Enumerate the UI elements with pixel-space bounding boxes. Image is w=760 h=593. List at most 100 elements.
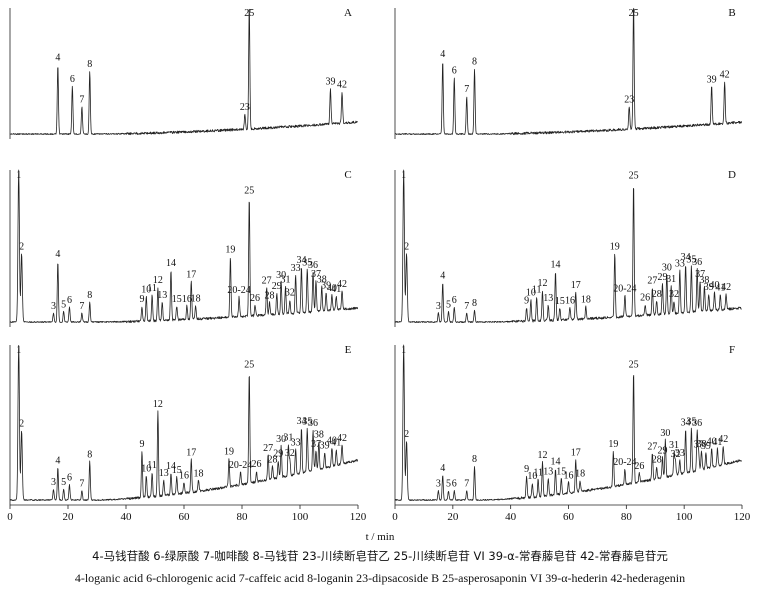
peak-label-40: 40 (327, 283, 337, 294)
peak-label-29: 29 (272, 281, 282, 292)
peak-label-30: 30 (660, 428, 670, 439)
peak-label-27: 27 (262, 276, 272, 287)
x-tick-label: 20 (63, 511, 75, 523)
peak-label-2: 2 (19, 418, 24, 429)
peak-label-33: 33 (675, 448, 685, 459)
peak-label-5: 5 (446, 479, 451, 490)
peak-label-33: 33 (291, 263, 301, 274)
peak-label-18: 18 (194, 468, 204, 479)
peak-label-19: 19 (225, 244, 235, 255)
peak-label-6: 6 (70, 74, 75, 85)
peak-label-42: 42 (337, 433, 347, 444)
peak-label-34: 34 (681, 252, 691, 263)
peak-label-39: 39 (707, 74, 717, 85)
peak-label-35: 35 (686, 254, 696, 265)
peak-label-6: 6 (452, 295, 457, 306)
peak-label-27: 27 (263, 443, 273, 454)
peak-label-19: 19 (610, 241, 620, 252)
peak-label-1: 1 (16, 170, 21, 181)
peak-label-4: 4 (55, 455, 60, 466)
peak-label-10: 10 (141, 464, 151, 475)
peak-label-41: 41 (331, 284, 341, 295)
x-tick-label: 40 (121, 511, 133, 523)
peak-label-37: 37 (695, 269, 705, 280)
peak-label-7: 7 (79, 479, 84, 490)
x-axis-title: t / min (366, 531, 395, 543)
peak-label-34: 34 (296, 416, 306, 427)
panel-B: 467 8 23 25 39 42 B (394, 7, 743, 139)
panel-tag-E: E (345, 344, 352, 356)
peak-label-13: 13 (543, 293, 553, 304)
peak-label-38: 38 (317, 275, 327, 286)
peak-label-9: 9 (524, 295, 529, 306)
x-tick-label: 120 (734, 511, 751, 523)
peak-label-10: 10 (526, 288, 536, 299)
chromatogram-trace (394, 169, 742, 323)
peak-label-37: 37 (311, 439, 321, 450)
peak-label-25: 25 (629, 8, 639, 19)
peak-label-28: 28 (267, 454, 277, 465)
x-tick-label: 60 (179, 511, 191, 523)
peak-label-42: 42 (718, 434, 728, 445)
peak-label-4: 4 (440, 49, 445, 60)
peak-label-11: 11 (147, 283, 157, 294)
peak-label-38: 38 (697, 439, 707, 450)
peak-label-12: 12 (537, 450, 547, 461)
peak-label-41: 41 (715, 283, 725, 294)
peak-label-28: 28 (265, 291, 275, 302)
x-tick-label: 80 (621, 511, 633, 523)
peak-label-35: 35 (686, 416, 696, 427)
chromatogram-trace (9, 344, 359, 501)
peak-label-34: 34 (681, 418, 691, 429)
peak-label-41: 41 (331, 438, 341, 449)
peak-label-20-24: 20-24 (227, 285, 250, 296)
peak-label-12: 12 (537, 278, 547, 289)
chromatogram-trace (9, 8, 358, 136)
panel-tag-B: B (728, 7, 735, 19)
peak-label-25: 25 (244, 8, 254, 19)
peak-label-9: 9 (139, 439, 144, 450)
peak-label-30: 30 (276, 270, 286, 281)
peak-label-18: 18 (191, 293, 201, 304)
peak-label-14: 14 (166, 258, 176, 269)
chromatogram-trace (394, 344, 742, 501)
peak-label-16: 16 (179, 470, 189, 481)
peak-label-36: 36 (308, 418, 318, 429)
peak-label-27: 27 (647, 441, 657, 452)
peak-label-7: 7 (464, 84, 469, 95)
peak-label-14: 14 (550, 456, 560, 467)
peak-label-31: 31 (281, 274, 291, 285)
peak-label-15: 15 (172, 294, 182, 305)
panel-A: 467 8 23 25 39 42 A (9, 7, 358, 139)
peak-label-26: 26 (640, 293, 650, 304)
peak-label-16: 16 (564, 470, 574, 481)
x-tick-label: 40 (505, 511, 517, 523)
peak-label-40: 40 (710, 280, 720, 291)
peak-label-2: 2 (404, 242, 409, 253)
peak-label-37: 37 (694, 440, 704, 451)
peak-label-5: 5 (61, 477, 66, 488)
peak-label-37: 37 (311, 269, 321, 280)
peak-label-39: 39 (320, 440, 330, 451)
peak-label-36: 36 (692, 257, 702, 268)
peak-label-8: 8 (87, 290, 92, 301)
peak-label-1: 1 (401, 170, 406, 181)
peak-label-11: 11 (532, 285, 542, 296)
peak-label-4: 4 (55, 53, 60, 64)
peak-label-29: 29 (273, 449, 283, 460)
chromatogram-trace (9, 169, 359, 324)
peak-label-9: 9 (139, 294, 144, 305)
peak-label-42: 42 (721, 282, 731, 293)
peak-label-4: 4 (55, 249, 60, 260)
peak-label-2: 2 (404, 429, 409, 440)
peak-label-26: 26 (252, 459, 262, 470)
peak-label-36: 36 (692, 418, 702, 429)
peak-label-19: 19 (608, 439, 618, 450)
peak-label-6: 6 (67, 295, 72, 306)
peak-label-7: 7 (464, 479, 469, 490)
peak-label-13: 13 (157, 290, 167, 301)
peak-label-15: 15 (556, 466, 566, 477)
peak-label-34: 34 (296, 255, 306, 266)
